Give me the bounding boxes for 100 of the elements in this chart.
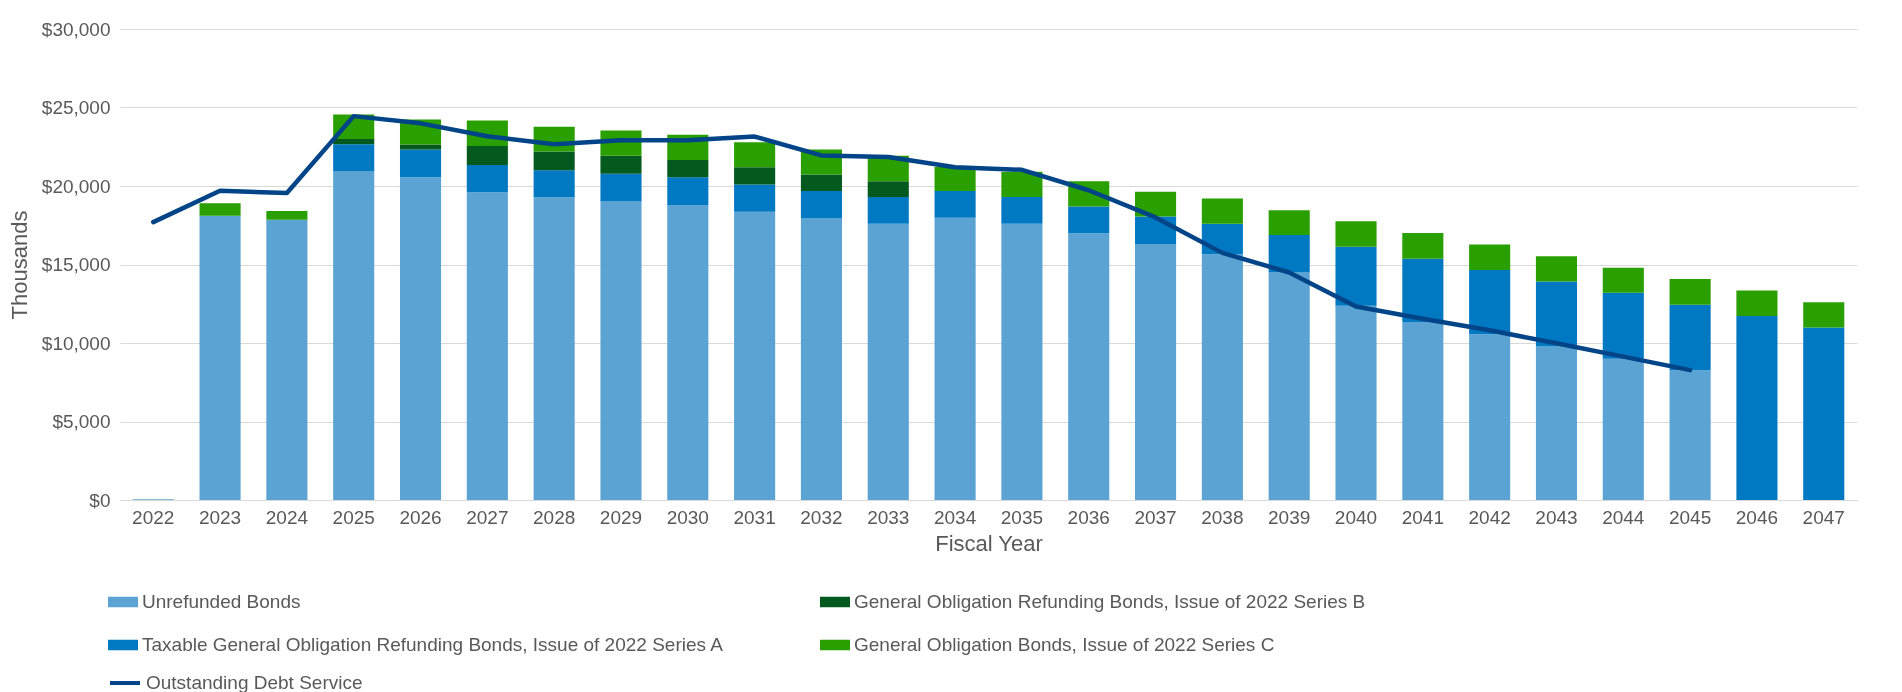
x-tick-label: 2040 [1334,506,1378,528]
bar [466,192,508,500]
bar [867,196,909,224]
legend-label: General Obligation Bonds, Issue of 2022 Series C [854,634,1275,655]
legend-label: General Obligation Refunding Bonds, Issue of 2022 Series B [854,591,1366,612]
x-tick-label: 2041 [1401,506,1444,528]
bar [1669,370,1711,500]
bar [1201,198,1243,224]
bar [333,144,375,172]
y-tick-label: $30,000 [41,18,111,40]
bar [1736,316,1778,500]
bar [1469,244,1511,270]
y-axis-title: Thousands [6,210,32,320]
y-tick-label: $15,000 [41,254,111,275]
bar [734,142,776,168]
bar [1268,234,1310,273]
x-tick-label: 2023 [198,506,242,528]
bar [1335,221,1377,247]
y-tick-label: $0 [89,489,111,511]
bar [667,160,709,178]
bar [533,170,575,198]
bar [399,149,442,178]
bar [1602,267,1644,293]
x-tick-label: 2028 [533,506,576,528]
x-tick-label: 2032 [800,506,843,528]
bar [1001,196,1043,224]
x-tick-label: 2025 [332,506,375,528]
bar [600,173,642,202]
bar [1803,327,1845,500]
bar [800,174,842,192]
x-tick-label: 2046 [1735,506,1779,528]
x-tick-label: 2033 [867,506,910,528]
bar [199,215,241,500]
bar [1535,256,1578,282]
bar [800,218,842,500]
bar [734,211,776,500]
bar [1469,334,1511,500]
x-tick-label: 2031 [733,506,776,528]
y-tick-label: $20,000 [41,175,111,197]
bar [1268,210,1310,235]
bar [1268,272,1310,500]
bar [399,177,442,500]
x-tick-label: 2034 [933,506,977,528]
bar [1602,358,1644,500]
x-tick-label: 2035 [1000,506,1044,528]
x-tick-label: 2038 [1201,506,1244,528]
bar [1602,292,1644,359]
bar [1402,258,1444,323]
bar [934,217,976,500]
x-tick-label: 2047 [1802,506,1845,528]
bar [1402,233,1444,259]
x-tick-label: 2022 [132,506,175,528]
bar [867,223,909,500]
bar [1001,223,1043,500]
bar [466,146,508,165]
bar [266,211,308,220]
x-tick-label: 2030 [666,506,709,528]
x-tick-label: 2024 [265,506,309,528]
bar [800,191,842,219]
x-tick-label: 2039 [1268,506,1311,528]
bar [1201,254,1243,500]
bar [600,155,642,174]
x-tick-label: 2027 [466,506,509,528]
bar [533,151,575,171]
legend-label: Taxable General Obligation Refunding Bonds, Issue of 2022 Series A [142,634,724,655]
bar [1469,270,1511,335]
bar [1135,191,1177,217]
bar [1402,322,1444,500]
bar [1669,304,1711,371]
bar [333,139,375,145]
bar [600,201,642,500]
x-tick-label: 2043 [1535,506,1578,528]
x-tick-label: 2029 [599,506,643,528]
bar [1068,233,1110,500]
bar [667,177,709,205]
x-tick-label: 2045 [1668,506,1712,528]
bar [934,167,976,192]
bar [1535,281,1578,347]
bar [533,197,575,500]
bar [333,171,375,500]
bar [1068,206,1110,234]
x-tick-label: 2042 [1468,506,1511,528]
bar [266,219,308,500]
bar [1335,246,1377,306]
line-series [150,113,1693,373]
bar [734,184,776,212]
x-tick-label: 2036 [1067,506,1110,528]
bar [1669,278,1711,305]
x-tick-label: 2037 [1134,506,1177,528]
bar [667,205,709,500]
bar [1736,290,1778,316]
x-axis-title: Fiscal Year [935,530,1043,556]
y-tick-label: $10,000 [41,332,111,354]
bar [1135,244,1177,500]
bar [466,164,508,193]
x-tick-label: 2044 [1602,506,1645,528]
bar [867,181,909,197]
legend-label: Unrefunded Bonds [142,591,301,612]
bar [1001,171,1043,197]
x-tick-label: 2026 [399,506,442,528]
